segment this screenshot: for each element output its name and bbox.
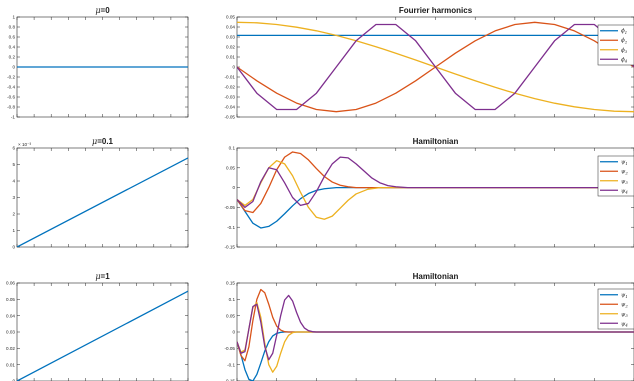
y-tick-label: 0.04 xyxy=(226,25,235,30)
y-tick-label: 0 xyxy=(232,330,235,335)
y-tick-label: 3 xyxy=(12,195,15,200)
chart-panel-6: 0.150.10.050-0.05-0.1-0.15Hamiltonianψ1ψ… xyxy=(225,272,634,381)
y-tick-label: 0.05 xyxy=(6,297,15,302)
y-tick-label: -0.05 xyxy=(225,346,236,351)
y-tick-label: 0 xyxy=(12,245,15,250)
chart-title: μ=1 xyxy=(95,272,110,281)
y-tick-label: -0.2 xyxy=(7,75,15,80)
y-tick-label: 0.1 xyxy=(229,146,236,151)
legend-box xyxy=(597,24,634,66)
chart-title: Hamiltonian xyxy=(413,137,459,146)
series-line-4 xyxy=(237,294,634,361)
chart-panel-5: 0.06 0.05 0.04 0.03 0.02 0.01 0 μ=1 xyxy=(6,272,189,381)
y-tick-label: -0.01 xyxy=(225,75,236,80)
y-tick-label: -0.05 xyxy=(225,205,236,210)
y-tick-label: -0.02 xyxy=(225,85,236,90)
y-tick-label: 0.03 xyxy=(226,35,235,40)
series-line-4 xyxy=(237,23,634,111)
legend-entry: ψ1 xyxy=(621,160,628,166)
legend-entry: ψ4 xyxy=(621,321,628,327)
y-tick-label: -0.1 xyxy=(227,225,235,230)
y-tick-label: 0.04 xyxy=(6,313,15,318)
y-tick-label: 0 xyxy=(232,185,235,190)
chart-panel-3: 6 5 4 3 2 1 0 × 10⁻³ μ=0.1 xyxy=(12,137,189,250)
y-tick-label: -0.03 xyxy=(225,95,236,100)
series-line-2 xyxy=(237,288,634,362)
y-tick-label: 6 xyxy=(12,146,15,151)
y-tick-label: 0.02 xyxy=(6,346,15,351)
series-line-1 xyxy=(17,157,188,247)
y-tick-label: 1 xyxy=(12,15,15,20)
series-line-1 xyxy=(237,186,634,229)
legend-entry: ψ2 xyxy=(621,169,628,175)
legend-entry: ϕ3 xyxy=(621,48,628,54)
y-tick-label: -0.15 xyxy=(225,245,236,250)
y-tick-label: -0.1 xyxy=(227,362,235,367)
y-tick-label: 0.01 xyxy=(226,55,235,60)
chart-panel-1: 1 0.8 0.6 0.4 0.2 0 -0.2 -0.4 -0.6 -0.8 -1 μ=0 xyxy=(7,6,189,120)
legend-entry: ψ3 xyxy=(621,312,628,318)
y-tick-label: 0.6 xyxy=(9,35,16,40)
legend-box xyxy=(597,155,634,197)
legend-entry: ϕ2 xyxy=(621,38,628,44)
y-tick-label: -0.4 xyxy=(7,85,15,90)
y-tick-label: 0 xyxy=(12,379,15,381)
y-tick-label: -1 xyxy=(11,115,16,120)
axes-box xyxy=(16,147,189,248)
y-tick-label: 0.06 xyxy=(6,281,15,286)
y-tick-label: -0.05 xyxy=(225,115,236,120)
y-tick-label: 0.4 xyxy=(9,45,16,50)
legend-entry: ψ4 xyxy=(621,188,628,194)
y-tick-label: 0.15 xyxy=(226,281,235,286)
y-tick-label: 0.02 xyxy=(226,45,235,50)
series-line-3 xyxy=(237,160,634,220)
chart-title: μ=0.1 xyxy=(92,137,114,146)
y-exponent-label: × 10⁻³ xyxy=(18,142,31,147)
series-line-2 xyxy=(237,151,634,214)
legend-entry: ϕ4 xyxy=(621,57,628,63)
y-tick-label: 0.05 xyxy=(226,165,235,170)
axes-box xyxy=(236,147,634,248)
series-line-1 xyxy=(17,290,188,381)
y-tick-label: 0.05 xyxy=(226,313,235,318)
legend: ψ1 ψ2 ψ3 ψ4 xyxy=(597,155,634,197)
y-tick-label: 5 xyxy=(12,162,15,167)
y-tick-label: 0.1 xyxy=(229,297,236,302)
series-line-4 xyxy=(237,156,634,209)
y-tick-label: 0.01 xyxy=(6,362,15,367)
y-tick-label: 0.2 xyxy=(9,55,16,60)
chart-panel-4: 0.10.050-0.05-0.1-0.15Hamiltonianψ1ψ2ψ3ψ… xyxy=(225,137,634,250)
legend-box xyxy=(597,288,634,330)
chart-title: μ=0 xyxy=(95,6,110,15)
legend-entry: ψ2 xyxy=(621,302,628,308)
legend: ϕ1 ϕ2 ϕ3 ϕ4 xyxy=(597,24,634,66)
chart-title: Hamiltonian xyxy=(413,272,459,281)
y-tick-label: 0.03 xyxy=(6,330,15,335)
legend: ψ1 ψ2 ψ3 ψ4 xyxy=(597,288,634,330)
y-tick-label: 0 xyxy=(232,65,235,70)
legend-entry: ψ1 xyxy=(621,293,628,299)
y-tick-label: -0.04 xyxy=(225,105,236,110)
y-tick-label: 2 xyxy=(12,212,15,217)
y-tick-label: 1 xyxy=(12,228,15,233)
chart-panel-2: 0.05 0.04 0.03 0.02 0.01 0 -0.01 -0.02 -0.03 -0.0… xyxy=(225,6,634,120)
y-tick-label: 0 xyxy=(12,65,15,70)
y-tick-label: -0.8 xyxy=(7,105,15,110)
y-tick-label: 0.8 xyxy=(9,25,16,30)
axes-box xyxy=(16,282,189,381)
y-tick-label: -0.15 xyxy=(225,379,236,381)
legend-entry: ϕ1 xyxy=(621,29,627,35)
chart-title: Fourrier harmonics xyxy=(399,6,473,15)
y-tick-label: 0.05 xyxy=(226,15,235,20)
series-line-1 xyxy=(237,331,634,381)
y-tick-label: -0.6 xyxy=(7,95,15,100)
y-tick-label: 4 xyxy=(12,179,15,184)
legend-entry: ψ3 xyxy=(621,179,628,185)
